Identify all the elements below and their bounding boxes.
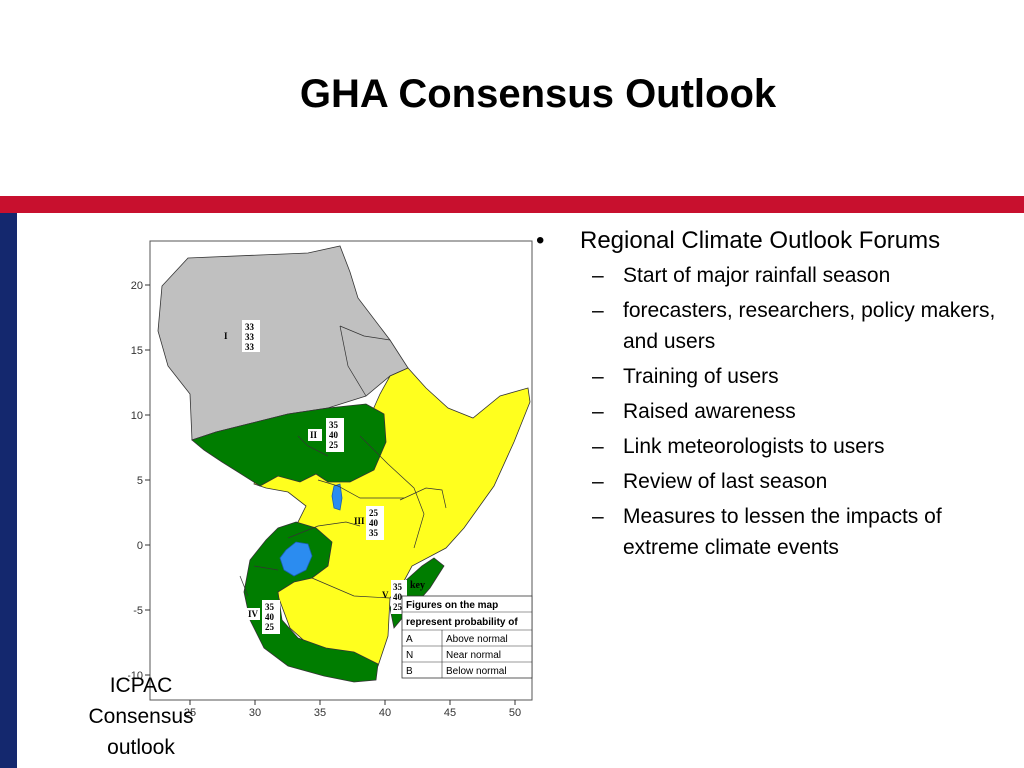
sub-bullet: – Training of users bbox=[536, 361, 1016, 392]
lake-turkana bbox=[331, 483, 343, 511]
x-tick-label: 50 bbox=[509, 707, 521, 718]
zone-id-label: IV bbox=[248, 609, 259, 619]
sub-bullet-text: Link meteorologists to users bbox=[623, 435, 885, 458]
zone-prob: 25 bbox=[393, 602, 403, 612]
y-tick-label: 5 bbox=[137, 475, 143, 487]
dash-icon: – bbox=[592, 400, 604, 423]
zone-id-label: II bbox=[310, 430, 318, 440]
map-legend: key Figures on the map represent probabi… bbox=[401, 580, 533, 679]
sub-bullet: – Link meteorologists to users bbox=[536, 431, 1016, 462]
zone-prob: 35 bbox=[369, 528, 379, 538]
zone-prob: 35 bbox=[265, 602, 275, 612]
sub-bullet-text: forecasters, researchers, policy makers,… bbox=[623, 299, 996, 353]
red-header-bar bbox=[0, 196, 1024, 213]
dash-icon: – bbox=[592, 264, 604, 287]
y-tick-label: 0 bbox=[137, 540, 143, 552]
bullet-list: • Regional Climate Outlook Forums – Start… bbox=[536, 226, 1016, 563]
x-tick-label: 30 bbox=[249, 707, 261, 718]
legend-code: N bbox=[406, 650, 413, 661]
sub-bullet-text: Start of major rainfall season bbox=[623, 264, 891, 287]
legend-label: Below normal bbox=[446, 666, 507, 677]
zone-prob: 33 bbox=[245, 332, 255, 342]
main-bullet: • Regional Climate Outlook Forums bbox=[536, 226, 1016, 256]
caption-line: outlook bbox=[107, 736, 175, 759]
legend-header: Figures on the map bbox=[406, 600, 498, 611]
y-tick-label: -10 bbox=[128, 670, 143, 682]
outlook-map: 20 15 10 5 0 -5 -10 25 30 35 40 45 bbox=[128, 236, 550, 718]
sub-bullet: – Raised awareness bbox=[536, 396, 1016, 427]
caption-line: ICPAC bbox=[109, 674, 173, 697]
zone-prob: 40 bbox=[369, 518, 379, 528]
zone-id-label: III bbox=[354, 516, 365, 526]
x-axis-ticks: 25 30 35 40 45 50 bbox=[184, 700, 521, 718]
caption-line: Consensus bbox=[88, 705, 194, 728]
y-tick-label: 10 bbox=[131, 410, 143, 422]
sub-bullet: – Start of major rainfall season bbox=[536, 260, 1016, 291]
y-tick-label: -5 bbox=[133, 605, 143, 617]
legend-code: B bbox=[406, 666, 413, 677]
zone-prob: 25 bbox=[369, 508, 379, 518]
zone-prob: 25 bbox=[329, 440, 339, 450]
zone-IV-region bbox=[243, 521, 379, 683]
sub-bullet: – Measures to lessen the impacts of extre… bbox=[536, 501, 1016, 563]
legend-header: represent probability of bbox=[406, 617, 518, 628]
zone-prob: 40 bbox=[393, 592, 403, 602]
x-tick-label: 45 bbox=[444, 707, 456, 718]
zone-prob: 25 bbox=[265, 622, 275, 632]
y-tick-label: 20 bbox=[131, 280, 143, 292]
zone-id-label: I bbox=[224, 331, 228, 341]
zone-prob: 35 bbox=[329, 420, 339, 430]
zone-prob: 33 bbox=[245, 342, 255, 352]
zone-prob: 33 bbox=[245, 322, 255, 332]
sub-bullet: – Review of last season bbox=[536, 466, 1016, 497]
x-tick-label: 35 bbox=[314, 707, 326, 718]
map-svg: 20 15 10 5 0 -5 -10 25 30 35 40 45 bbox=[128, 236, 550, 718]
legend-code: A bbox=[406, 634, 413, 645]
zone-prob: 40 bbox=[265, 612, 275, 622]
dash-icon: – bbox=[592, 435, 604, 458]
zone-id-label: V bbox=[382, 590, 389, 600]
dash-icon: – bbox=[592, 365, 604, 388]
country-borders bbox=[239, 325, 447, 599]
y-tick-label: 15 bbox=[131, 345, 143, 357]
x-tick-label: 25 bbox=[184, 707, 196, 718]
dash-icon: – bbox=[592, 470, 604, 493]
y-axis-ticks: 20 15 10 5 0 -5 -10 bbox=[128, 280, 150, 682]
x-tick-label: 40 bbox=[379, 707, 391, 718]
slide-title: GHA Consensus Outlook bbox=[299, 72, 777, 116]
sub-bullet-text: Training of users bbox=[623, 365, 779, 388]
sub-bullet-text: Raised awareness bbox=[623, 400, 796, 423]
dash-icon: – bbox=[592, 299, 604, 322]
navy-side-bar bbox=[0, 213, 17, 768]
sub-bullet-text: Review of last season bbox=[623, 470, 828, 493]
lake-victoria bbox=[279, 541, 313, 577]
legend-key-label: key bbox=[410, 580, 425, 591]
legend-label: Near normal bbox=[446, 650, 501, 661]
dash-icon: – bbox=[592, 505, 604, 528]
zone-prob: 40 bbox=[329, 430, 339, 440]
sub-bullet-text: Measures to lessen the impacts of extrem… bbox=[623, 505, 942, 559]
legend-label: Above normal bbox=[446, 634, 508, 645]
sub-bullet: – forecasters, researchers, policy makers… bbox=[536, 295, 1016, 357]
main-bullet-text: Regional Climate Outlook Forums bbox=[580, 227, 941, 254]
map-caption: ICPAC Consensus outlook bbox=[46, 670, 236, 763]
bullet-dot-icon: • bbox=[536, 227, 545, 254]
zone-prob: 35 bbox=[393, 582, 403, 592]
